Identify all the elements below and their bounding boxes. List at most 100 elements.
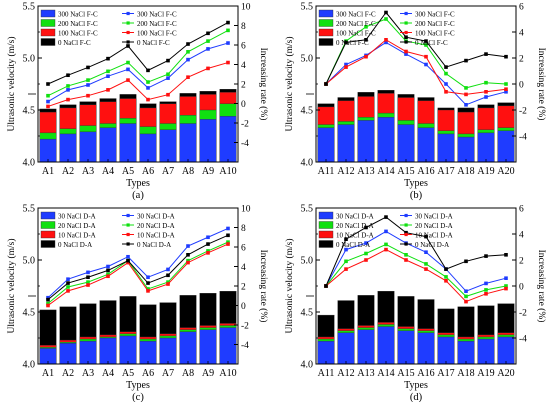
legend-bar-label: 200 NaCl F-C bbox=[336, 20, 376, 28]
y2-tick-label: 4 bbox=[519, 29, 524, 39]
bar-1-5 bbox=[397, 330, 415, 365]
legend-bar-label: 100 NaCl F-C bbox=[58, 30, 98, 38]
legend-bar-label: 20 NaCl D-A bbox=[336, 222, 374, 230]
y-tick-label: 4.5 bbox=[301, 106, 314, 117]
x-tick-label: A10 bbox=[219, 166, 236, 177]
line-point-4-7 bbox=[166, 58, 170, 63]
y2-tick-label: -2 bbox=[241, 120, 249, 130]
x-axis-title: Types bbox=[126, 380, 150, 391]
line-point-2-2 bbox=[344, 259, 348, 264]
y-axis-title: Ultrasonic velocity (m/s) bbox=[6, 37, 17, 132]
bar-1-7 bbox=[437, 336, 455, 365]
line-point-1-1 bbox=[46, 99, 50, 104]
bar-1-9 bbox=[199, 329, 217, 365]
y2-tick-label: 4 bbox=[519, 231, 524, 241]
legend-bar-swatch bbox=[318, 28, 334, 37]
bar-1-7 bbox=[437, 133, 455, 163]
legend-line-label: 100 NaCl F-C bbox=[415, 29, 455, 37]
x-tick-label: A10 bbox=[219, 368, 236, 379]
legend-bar-label: 0 NaCl D-A bbox=[336, 241, 370, 249]
line-series-4 bbox=[325, 216, 507, 287]
line-point-2-1 bbox=[46, 301, 50, 306]
line-point-3-9 bbox=[484, 292, 488, 296]
legend-bar-swatch bbox=[40, 221, 56, 229]
y2-tick-label: 10 bbox=[241, 205, 251, 215]
line-point-4-7 bbox=[166, 273, 170, 278]
legend-bar-label: 20 NaCl D-A bbox=[58, 222, 96, 230]
legend-line-label: 10 NaCl D-A bbox=[137, 231, 175, 239]
bar-1-4 bbox=[99, 127, 117, 163]
line-point-3-10 bbox=[504, 87, 508, 91]
x-tick-label: A15 bbox=[397, 368, 414, 379]
line-point-3-6 bbox=[424, 54, 428, 59]
y2-tick-label: -4 bbox=[519, 335, 527, 345]
legend-bar-label: 10 NaCl D-A bbox=[58, 232, 96, 240]
bar-1-7 bbox=[159, 129, 177, 163]
line-series-2 bbox=[325, 243, 507, 297]
line-point-3-5 bbox=[404, 49, 408, 54]
line-point-3-2 bbox=[344, 65, 348, 69]
y-tick-label: 4.0 bbox=[23, 360, 36, 371]
x-tick-label: A18 bbox=[457, 368, 474, 379]
line-point-2-8 bbox=[186, 50, 190, 54]
line-point-1-4 bbox=[384, 40, 388, 45]
line-point-1-10 bbox=[504, 90, 508, 94]
legend-line-marker bbox=[126, 242, 130, 246]
legend-line-marker bbox=[126, 213, 130, 218]
x-tick-label: A15 bbox=[397, 166, 414, 177]
x-tick-label: A6 bbox=[142, 368, 154, 379]
line-point-4-6 bbox=[424, 39, 428, 43]
line-series-4 bbox=[47, 234, 229, 301]
legend-bar-label: 100 NaCl F-C bbox=[336, 30, 376, 38]
line-point-3-5 bbox=[126, 78, 130, 82]
legend-bar-swatch bbox=[318, 38, 334, 46]
line-point-4-8 bbox=[186, 253, 190, 257]
legend-bar-label: 30 NaCl D-A bbox=[58, 213, 96, 221]
line-point-4-2 bbox=[344, 237, 348, 241]
x-tick-label: A14 bbox=[377, 166, 394, 177]
y2-axis-title: Increasing rate (%) bbox=[536, 250, 547, 323]
x-tick-label: A6 bbox=[142, 166, 154, 177]
legend-bar-swatch bbox=[318, 9, 334, 18]
line-point-1-8 bbox=[186, 57, 190, 62]
bar-1-2 bbox=[59, 133, 77, 163]
line-point-1-10 bbox=[504, 276, 508, 280]
line-point-1-4 bbox=[106, 264, 110, 269]
x-tick-label: A8 bbox=[182, 166, 194, 177]
y2-tick-label: -4 bbox=[241, 341, 249, 351]
legend-bar-swatch bbox=[318, 230, 334, 239]
line-point-3-2 bbox=[344, 267, 348, 271]
x-tick-label: A14 bbox=[377, 368, 394, 379]
line-point-1-1 bbox=[46, 295, 50, 300]
legend-bar-label: 0 NaCl F-C bbox=[336, 39, 369, 47]
line-point-4-8 bbox=[464, 58, 468, 63]
line-series-1 bbox=[325, 41, 507, 106]
y2-tick-label: 0 bbox=[519, 81, 524, 91]
line-point-3-8 bbox=[186, 260, 190, 265]
bar-1-2 bbox=[337, 124, 355, 163]
y-tick-label: 4.5 bbox=[23, 308, 36, 319]
y-tick-label: 4.5 bbox=[301, 308, 314, 319]
legend-line-label: 20 NaCl D-A bbox=[415, 222, 453, 230]
legend-line-label: 200 NaCl F-C bbox=[415, 20, 455, 28]
line-point-1-8 bbox=[186, 244, 190, 248]
line-point-3-4 bbox=[106, 274, 110, 279]
line-point-2-5 bbox=[404, 253, 408, 257]
legend-bar-swatch bbox=[40, 211, 56, 220]
x-tick-label: A13 bbox=[357, 368, 374, 379]
legend-bar-swatch bbox=[318, 221, 334, 229]
y2-tick-label: -2 bbox=[519, 107, 527, 117]
chart-panel-1: 4.0 4.5 5.0 5.5 -4 -2 0 2 4 6 8 10 A1 A2 A3 A4 A5 A6 A7 A8 A… bbox=[6, 2, 269, 202]
bar-1-3 bbox=[357, 329, 375, 365]
line-point-2-10 bbox=[226, 28, 230, 33]
bar-1-6 bbox=[417, 127, 435, 163]
line-point-4-9 bbox=[484, 254, 488, 258]
legend-line-marker bbox=[404, 40, 408, 44]
line-point-1-9 bbox=[206, 235, 210, 240]
x-tick-label: A4 bbox=[102, 166, 114, 177]
legend-line-marker bbox=[404, 30, 408, 35]
y-tick-label: 5.0 bbox=[23, 54, 36, 65]
line-point-2-9 bbox=[206, 39, 210, 43]
y2-tick-label: 8 bbox=[241, 22, 246, 32]
x-axis-title: Types bbox=[404, 178, 428, 189]
